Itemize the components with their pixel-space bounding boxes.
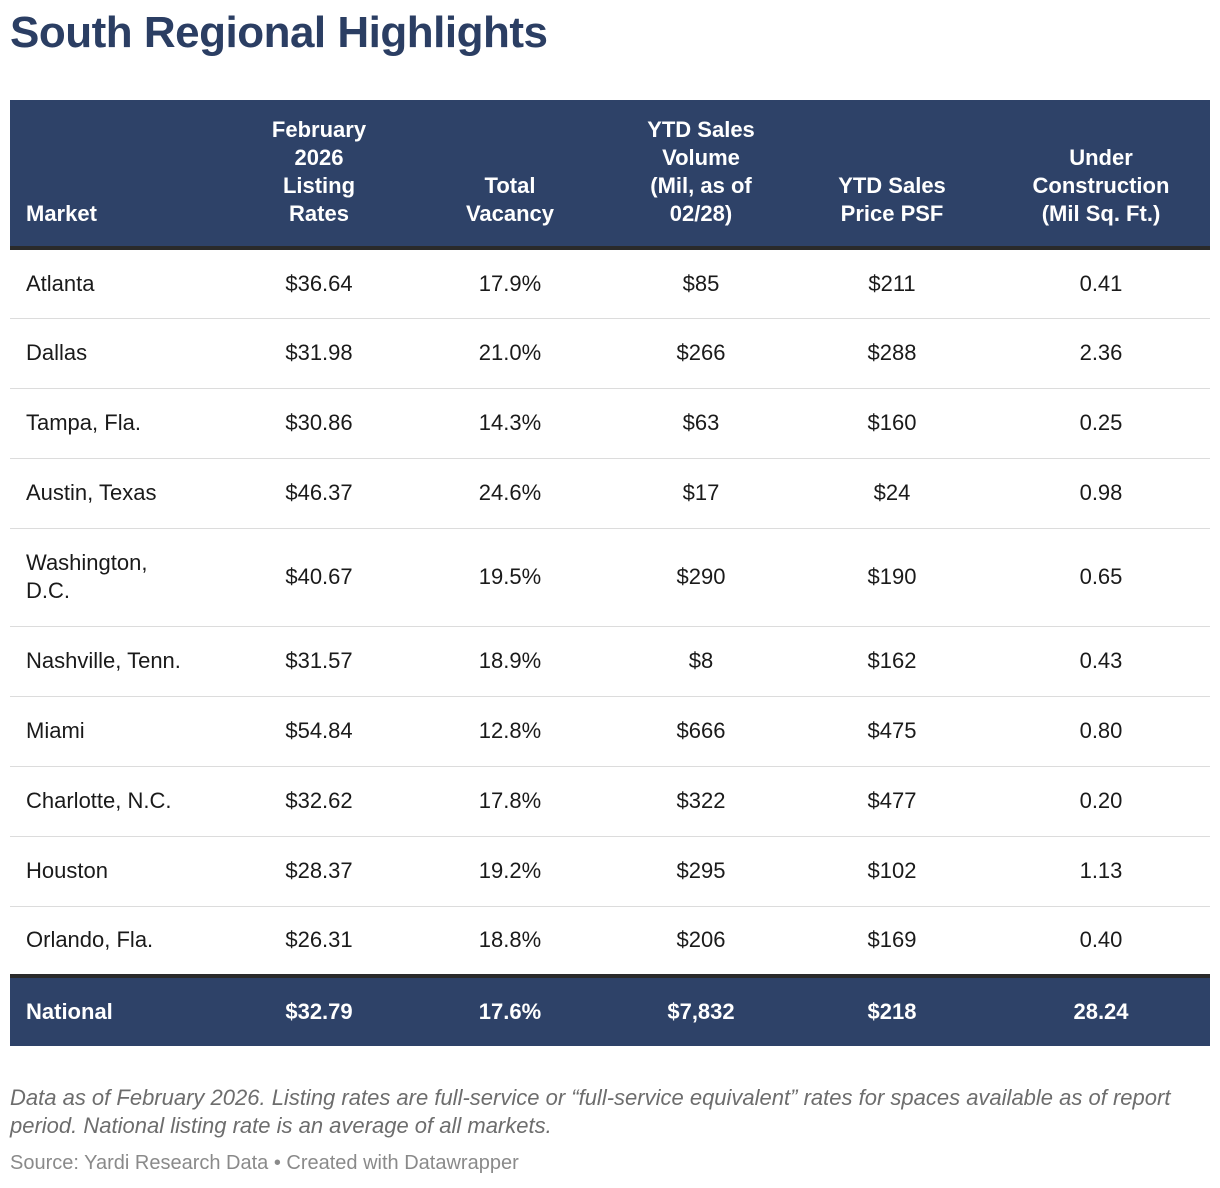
total-cell-under-construction: 28.24 <box>1073 999 1129 1024</box>
cell-vacancy: 21.0% <box>410 318 610 389</box>
cell-vacancy: 19.2% <box>410 836 610 907</box>
cell-price-psf: $102 <box>792 836 992 907</box>
total-cell-listing-rate: $32.79 <box>285 999 353 1024</box>
table-header-row: Market February 2026 Listing Rates Total… <box>10 100 1210 248</box>
table-row: Dallas $31.98 21.0% $266 $288 2.36 <box>10 318 1210 389</box>
cell-price-psf: $169 <box>792 906 992 977</box>
table-row: Tampa, Fla. $30.86 14.3% $63 $160 0.25 <box>10 388 1210 459</box>
cell-under-construction: 0.80 <box>992 696 1210 767</box>
cell-listing-rate: $40.67 <box>228 528 410 627</box>
cell-market: Atlanta <box>10 248 228 319</box>
cell-listing-rate: $31.57 <box>228 626 410 697</box>
cell-vacancy: 18.9% <box>410 626 610 697</box>
cell-under-construction: 2.36 <box>992 318 1210 389</box>
table-row: Houston $28.37 19.2% $295 $102 1.13 <box>10 836 1210 907</box>
cell-vacancy: 18.8% <box>410 906 610 977</box>
table-row: Atlanta $36.64 17.9% $85 $211 0.41 <box>10 248 1210 319</box>
cell-vacancy: 17.9% <box>410 248 610 319</box>
column-header-sales-volume[interactable]: YTD Sales Volume (Mil, as of 02/28) <box>647 117 755 226</box>
cell-vacancy: 12.8% <box>410 696 610 767</box>
cell-vacancy: 17.8% <box>410 766 610 837</box>
cell-vacancy: 19.5% <box>410 528 610 627</box>
cell-sales-volume: $666 <box>610 696 792 767</box>
cell-listing-rate: $32.62 <box>228 766 410 837</box>
cell-market: Charlotte, N.C. <box>10 766 228 837</box>
cell-listing-rate: $28.37 <box>228 836 410 907</box>
cell-listing-rate: $54.84 <box>228 696 410 767</box>
cell-market: Washington, D.C. <box>10 528 228 627</box>
cell-market: Nashville, Tenn. <box>10 626 228 697</box>
column-header-under-construction[interactable]: Under Construction (Mil Sq. Ft.) <box>1032 145 1170 226</box>
cell-listing-rate: $36.64 <box>228 248 410 319</box>
cell-sales-volume: $17 <box>610 458 792 529</box>
cell-market: Dallas <box>10 318 228 389</box>
cell-price-psf: $162 <box>792 626 992 697</box>
table-row: Miami $54.84 12.8% $666 $475 0.80 <box>10 696 1210 767</box>
total-cell-market: National <box>26 999 113 1024</box>
cell-sales-volume: $295 <box>610 836 792 907</box>
cell-market: Austin, Texas <box>10 458 228 529</box>
data-table: Market February 2026 Listing Rates Total… <box>10 100 1210 1046</box>
total-cell-sales-volume: $7,832 <box>667 999 735 1024</box>
table-row: Orlando, Fla. $26.31 18.8% $206 $169 0.40 <box>10 906 1210 977</box>
cell-under-construction: 1.13 <box>992 836 1210 907</box>
cell-listing-rate: $46.37 <box>228 458 410 529</box>
cell-sales-volume: $63 <box>610 388 792 459</box>
source-credit: Source: Yardi Research Data • Created wi… <box>10 1152 519 1174</box>
cell-vacancy: 24.6% <box>410 458 610 529</box>
cell-vacancy: 14.3% <box>410 388 610 459</box>
cell-market: Tampa, Fla. <box>10 388 228 459</box>
cell-sales-volume: $322 <box>610 766 792 837</box>
cell-listing-rate: $26.31 <box>228 906 410 977</box>
column-header-listing-rates[interactable]: February 2026 Listing Rates <box>271 117 367 226</box>
cell-under-construction: 0.65 <box>992 528 1210 627</box>
column-header-price-psf[interactable]: YTD Sales Price PSF <box>838 173 946 226</box>
table-row: Charlotte, N.C. $32.62 17.8% $322 $477 0.20 <box>10 766 1210 837</box>
column-header-total-vacancy[interactable]: Total Vacancy <box>465 173 555 226</box>
table-row: Washington, D.C. $40.67 19.5% $290 $190 0.65 <box>10 528 1210 627</box>
cell-price-psf: $190 <box>792 528 992 627</box>
cell-sales-volume: $266 <box>610 318 792 389</box>
footnote: Data as of February 2026. Listing rates … <box>10 1085 1171 1138</box>
cell-market: Orlando, Fla. <box>10 906 228 977</box>
cell-price-psf: $211 <box>792 248 992 319</box>
total-cell-vacancy: 17.6% <box>478 999 542 1024</box>
cell-under-construction: 0.41 <box>992 248 1210 319</box>
table-total-row: National $32.79 17.6% $7,832 $218 28.24 <box>10 976 1210 1046</box>
table-row: Austin, Texas $46.37 24.6% $17 $24 0.98 <box>10 458 1210 529</box>
cell-sales-volume: $206 <box>610 906 792 977</box>
cell-price-psf: $475 <box>792 696 992 767</box>
cell-market: Houston <box>10 836 228 907</box>
cell-sales-volume: $8 <box>610 626 792 697</box>
total-cell-price-psf: $218 <box>867 999 917 1024</box>
page-title: South Regional Highlights <box>10 8 548 57</box>
cell-listing-rate: $30.86 <box>228 388 410 459</box>
cell-listing-rate: $31.98 <box>228 318 410 389</box>
cell-under-construction: 0.98 <box>992 458 1210 529</box>
cell-under-construction: 0.25 <box>992 388 1210 459</box>
cell-price-psf: $24 <box>792 458 992 529</box>
cell-price-psf: $477 <box>792 766 992 837</box>
cell-market: Miami <box>10 696 228 767</box>
cell-sales-volume: $85 <box>610 248 792 319</box>
table-body: Atlanta $36.64 17.9% $85 $211 0.41 Dallas $31.9… <box>10 248 1210 977</box>
table-row: Nashville, Tenn. $31.57 18.9% $8 $162 0.43 <box>10 626 1210 697</box>
cell-under-construction: 0.20 <box>992 766 1210 837</box>
cell-price-psf: $288 <box>792 318 992 389</box>
cell-price-psf: $160 <box>792 388 992 459</box>
cell-under-construction: 0.43 <box>992 626 1210 697</box>
cell-under-construction: 0.40 <box>992 906 1210 977</box>
column-header-market[interactable]: Market <box>26 201 97 226</box>
cell-sales-volume: $290 <box>610 528 792 627</box>
